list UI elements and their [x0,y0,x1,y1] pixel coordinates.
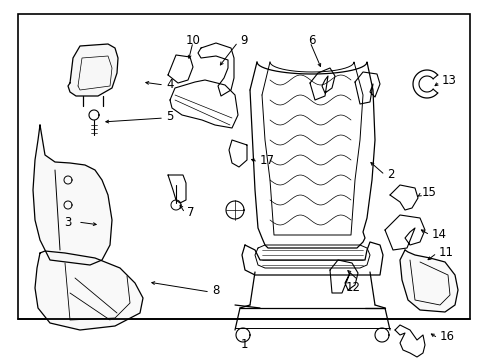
Polygon shape [35,251,142,330]
Text: 6: 6 [307,33,315,46]
Text: 12: 12 [345,281,360,294]
Polygon shape [242,242,382,275]
Text: 4: 4 [165,77,173,90]
Polygon shape [170,80,238,128]
Polygon shape [89,110,99,120]
Text: 15: 15 [421,186,436,199]
Text: 9: 9 [240,33,247,46]
Polygon shape [389,185,417,210]
Polygon shape [309,68,334,100]
Polygon shape [68,44,118,96]
Text: 3: 3 [64,216,71,229]
Polygon shape [168,55,193,83]
Text: 2: 2 [386,167,394,180]
Polygon shape [225,201,244,219]
Polygon shape [329,260,357,293]
Text: 8: 8 [212,284,219,297]
Polygon shape [33,125,112,265]
Polygon shape [236,328,249,342]
Polygon shape [171,200,181,210]
Polygon shape [228,140,246,167]
Polygon shape [394,325,424,357]
Text: 5: 5 [165,111,173,123]
Text: 1: 1 [240,338,247,351]
Bar [18,14,469,319]
Text: 10: 10 [185,33,201,46]
Polygon shape [354,72,379,104]
Text: 13: 13 [441,73,456,86]
Polygon shape [384,215,424,250]
Polygon shape [374,328,388,342]
Text: 16: 16 [439,330,454,343]
Text: 17: 17 [260,153,274,166]
Polygon shape [399,250,457,312]
Polygon shape [168,175,185,203]
Text: 14: 14 [431,228,446,240]
Text: 7: 7 [186,206,194,219]
Polygon shape [198,43,234,96]
Text: 11: 11 [438,246,453,258]
